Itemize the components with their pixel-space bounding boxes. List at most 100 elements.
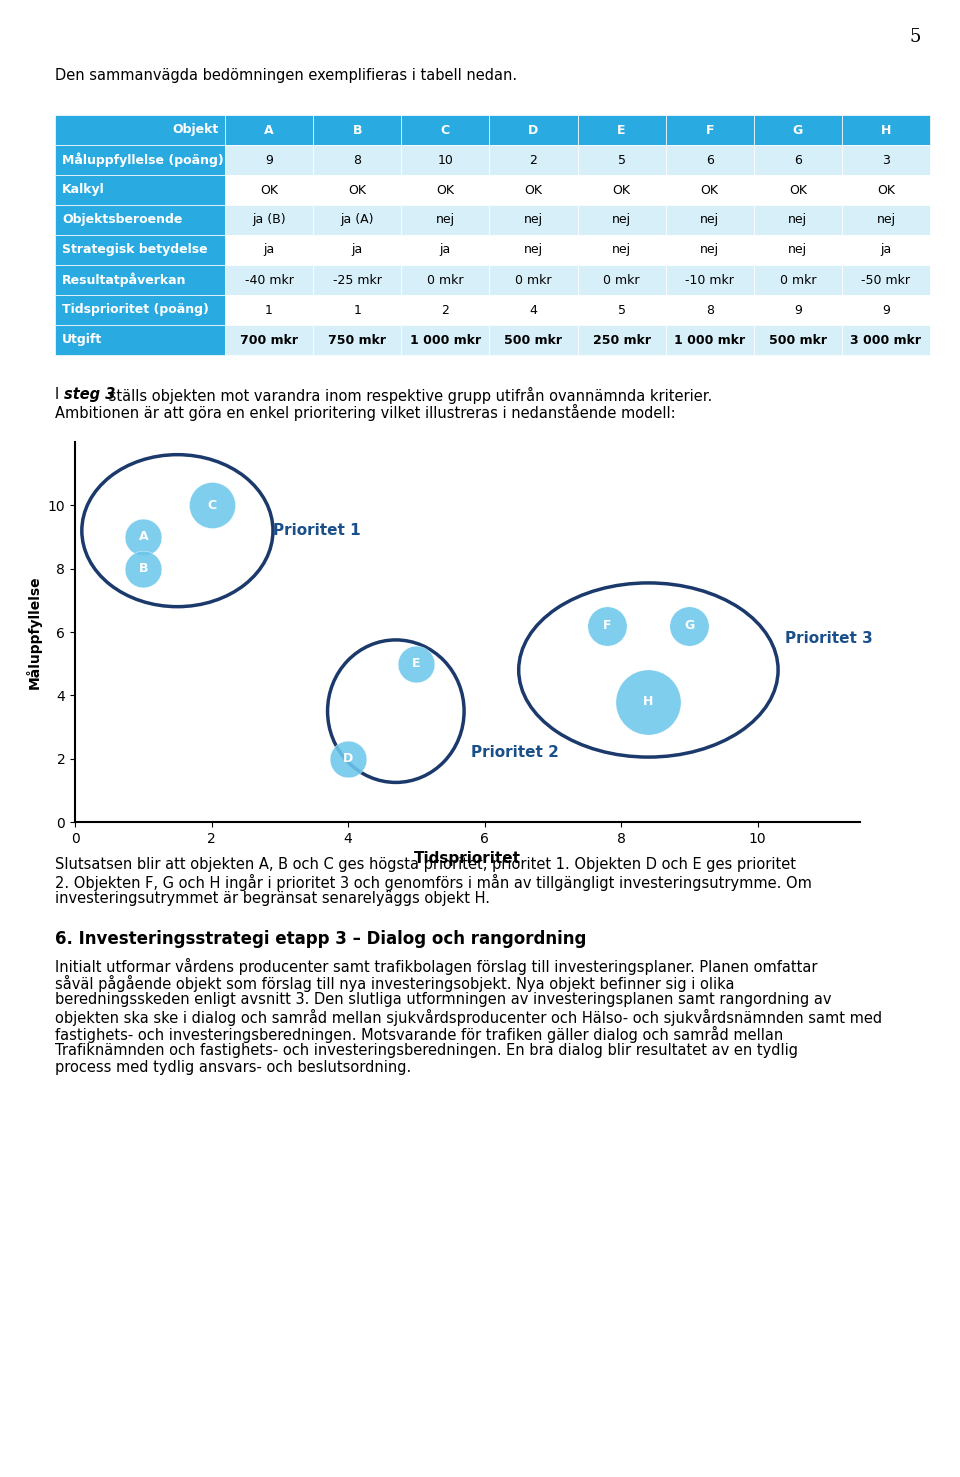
Text: A: A [264,124,274,136]
Bar [55,325,225,354]
Text: OK: OK [701,183,719,196]
Bar [754,174,842,205]
Bar [225,325,313,354]
Text: G: G [793,124,803,136]
Text: nej: nej [788,244,807,257]
Text: 700 mkr: 700 mkr [240,334,298,347]
Text: Ambitionen är att göra en enkel prioritering vilket illustreras i nedanstående m: Ambitionen är att göra en enkel priorite… [55,405,676,421]
Text: nej: nej [436,214,455,226]
Bar [578,115,665,145]
Bar [225,145,313,174]
Text: 0 mkr: 0 mkr [603,273,639,287]
Text: 1 000 mkr: 1 000 mkr [674,334,745,347]
Text: steg 3: steg 3 [64,387,115,402]
Text: Prioritet 1: Prioritet 1 [273,523,361,538]
Bar [401,205,490,235]
Text: -10 mkr: -10 mkr [685,273,734,287]
Text: D: D [528,124,539,136]
Text: 6: 6 [706,154,713,167]
Text: OK: OK [876,183,895,196]
Bar [225,205,313,235]
Text: -50 mkr: -50 mkr [861,273,910,287]
Bar [313,264,401,295]
Text: Initialt utformar vårdens producenter samt trafikbolagen förslag till investerin: Initialt utformar vårdens producenter sa… [55,959,818,975]
Text: 2. Objekten F, G och H ingår i prioritet 3 och genomförs i mån av tillgängligt i: 2. Objekten F, G och H ingår i prioritet… [55,874,812,891]
Point [341,747,356,771]
Bar [754,325,842,354]
Text: ja: ja [263,244,275,257]
Text: 1: 1 [265,303,273,316]
Text: OK: OK [524,183,542,196]
Text: 9: 9 [882,303,890,316]
Text: nej: nej [788,214,807,226]
Bar [55,264,225,295]
Text: B: B [138,563,148,575]
Bar [401,145,490,174]
Bar [665,235,754,264]
Bar [754,145,842,174]
Text: såväl pågående objekt som förslag till nya investeringsobjekt. Nya objekt befinn: såväl pågående objekt som förslag till n… [55,975,734,993]
Bar [55,205,225,235]
Text: nej: nej [612,214,631,226]
Text: 5: 5 [909,28,921,46]
Point [204,493,219,517]
Text: H: H [643,696,654,707]
Text: 3 000 mkr: 3 000 mkr [851,334,922,347]
Text: nej: nej [700,214,719,226]
Bar [665,115,754,145]
Text: Objekt: Objekt [173,124,219,136]
Text: 750 mkr: 750 mkr [328,334,386,347]
Bar [401,295,490,325]
Bar [842,295,930,325]
Bar [578,205,665,235]
Bar [490,115,578,145]
Bar [313,145,401,174]
Point [409,651,424,675]
Bar [490,325,578,354]
Bar [55,174,225,205]
Text: H: H [880,124,891,136]
Bar [754,115,842,145]
Bar [225,264,313,295]
Text: 8: 8 [706,303,713,316]
Text: 2: 2 [530,154,538,167]
Text: F: F [706,124,714,136]
Text: nej: nej [612,244,631,257]
Text: -25 mkr: -25 mkr [333,273,382,287]
Text: 8: 8 [353,154,361,167]
Text: 9: 9 [794,303,802,316]
Bar [754,205,842,235]
Bar [665,325,754,354]
Bar [842,174,930,205]
Text: OK: OK [436,183,454,196]
Text: 1 000 mkr: 1 000 mkr [410,334,481,347]
Text: A: A [138,530,148,544]
Bar [313,235,401,264]
Bar [490,145,578,174]
Text: 5: 5 [617,303,626,316]
Text: 1: 1 [353,303,361,316]
Bar [665,205,754,235]
Point [640,690,656,713]
Bar [55,115,225,145]
Bar [490,235,578,264]
Bar [225,115,313,145]
Text: ja: ja [440,244,451,257]
Bar [55,145,225,174]
Text: ja (A): ja (A) [341,214,374,226]
Bar [754,235,842,264]
Text: nej: nej [700,244,719,257]
Text: 250 mkr: 250 mkr [592,334,651,347]
Bar [401,264,490,295]
Bar [754,264,842,295]
Text: ja: ja [351,244,363,257]
Text: 4: 4 [530,303,538,316]
Text: G: G [684,619,694,632]
Text: E: E [412,657,420,671]
Point [135,557,151,580]
Bar [578,174,665,205]
Text: nej: nej [524,244,543,257]
Bar [842,264,930,295]
Text: Slutsatsen blir att objekten A, B och C ges högsta prioritet, prioritet 1. Objek: Slutsatsen blir att objekten A, B och C … [55,857,796,871]
Text: 3: 3 [882,154,890,167]
